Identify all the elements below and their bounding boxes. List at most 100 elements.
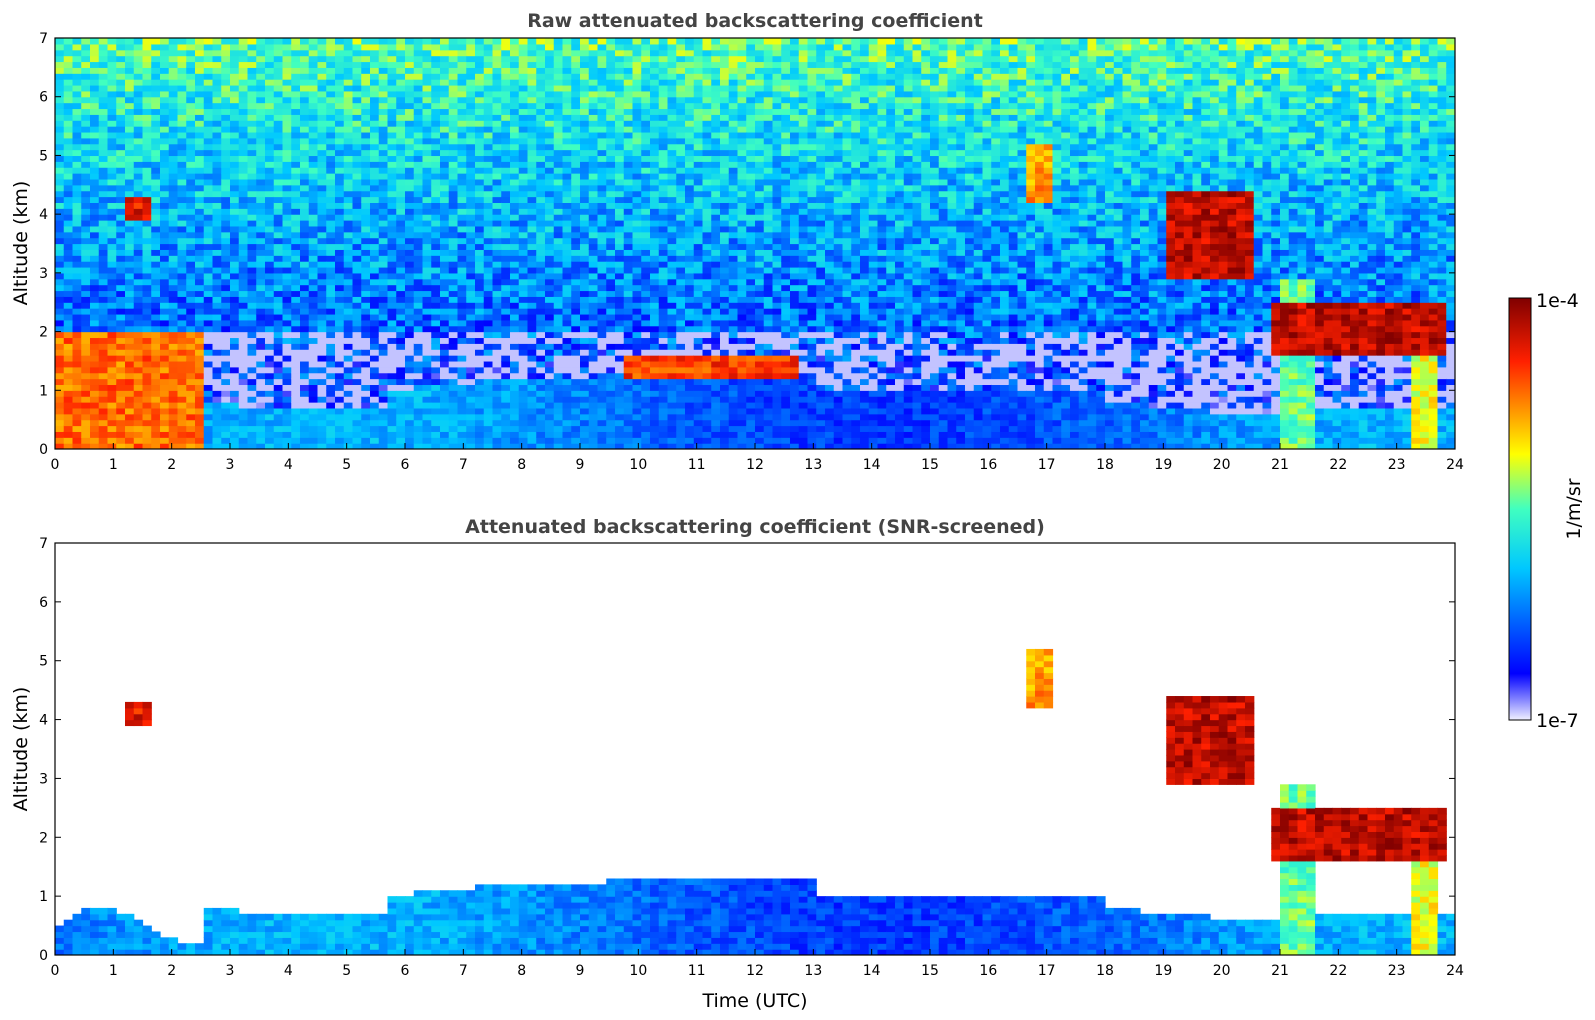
raw-heatmap-cell	[282, 302, 292, 309]
raw-heatmap-cell	[343, 102, 354, 110]
raw-heatmap-cell	[168, 302, 179, 309]
raw-heatmap-cell	[195, 319, 205, 327]
raw-heatmap-cell	[335, 49, 345, 57]
raw-heatmap-cell	[256, 196, 266, 203]
raw-heatmap-cell	[212, 384, 222, 391]
raw-heatmap-cell	[168, 384, 179, 391]
raw-heatmap-cell	[650, 84, 660, 92]
raw-heatmap-cell	[98, 143, 109, 151]
raw-heatmap-cell	[431, 360, 441, 368]
raw-heatmap-cell	[483, 38, 494, 45]
raw-heatmap-cell	[597, 231, 607, 239]
raw-heatmap-cell	[291, 308, 301, 315]
raw-heatmap-cell	[588, 255, 599, 262]
raw-heatmap-cell	[335, 319, 345, 327]
raw-heatmap-cell	[230, 79, 240, 86]
raw-heatmap-cell	[518, 184, 529, 192]
raw-heatmap-cell	[632, 114, 642, 121]
raw-heatmap-cell	[501, 425, 511, 432]
raw-heatmap-cell	[195, 173, 205, 180]
raw-heatmap-cell	[317, 55, 327, 63]
raw-heatmap-cell	[536, 173, 546, 180]
raw-heatmap-cell	[90, 149, 100, 157]
raw-heatmap-cell	[641, 402, 651, 409]
raw-heatmap-cell	[238, 402, 249, 409]
raw-heatmap-cell	[361, 384, 371, 391]
raw-heatmap-cell	[483, 266, 494, 274]
raw-heatmap-cell	[667, 319, 677, 327]
raw-heatmap-cell	[125, 102, 135, 110]
raw-heatmap-cell	[107, 249, 117, 256]
raw-heatmap-cell	[527, 231, 537, 239]
raw-heatmap-cell	[475, 419, 485, 427]
raw-heatmap-cell	[501, 114, 511, 121]
raw-heatmap-cell	[667, 202, 677, 209]
raw-heatmap-cell	[326, 90, 336, 98]
raw-heatmap-cell	[422, 325, 432, 333]
raw-heatmap-cell	[580, 290, 590, 297]
raw-heatmap-cell	[553, 396, 564, 403]
raw-heatmap-cell	[597, 49, 607, 57]
raw-heatmap-cell	[396, 202, 406, 209]
raw-heatmap-cell	[168, 402, 179, 409]
raw-heatmap-cell	[81, 126, 91, 133]
raw-heatmap-cell	[326, 272, 336, 280]
raw-heatmap-cell	[440, 278, 450, 286]
raw-heatmap-cell	[545, 331, 555, 339]
raw-heatmap-cell	[326, 114, 336, 121]
raw-heatmap-cell	[230, 343, 240, 350]
raw-heatmap-cell	[440, 296, 450, 303]
raw-heatmap-cell	[317, 437, 327, 444]
raw-heatmap-cell	[300, 355, 310, 362]
raw-heatmap-cell	[518, 49, 529, 57]
raw-heatmap-cell	[606, 437, 616, 444]
raw-heatmap-cell	[326, 126, 336, 133]
raw-heatmap-cell	[571, 237, 581, 245]
raw-heatmap-cell	[396, 272, 406, 280]
raw-heatmap-cell	[457, 178, 467, 186]
raw-heatmap-cell	[326, 143, 336, 151]
raw-heatmap-cell	[667, 337, 677, 344]
raw-heatmap-cell	[475, 96, 485, 104]
raw-heatmap-cell	[448, 290, 459, 297]
raw-heatmap-cell	[387, 73, 397, 80]
raw-heatmap-cell	[632, 407, 642, 415]
raw-heatmap-cell	[256, 108, 266, 115]
raw-heatmap-cell	[466, 284, 476, 292]
raw-heatmap-cell	[641, 178, 651, 186]
raw-heatmap-cell	[72, 43, 82, 51]
raw-heatmap-cell	[588, 319, 599, 327]
raw-heatmap-cell	[571, 67, 581, 74]
raw-heatmap-cell	[492, 155, 502, 162]
raw-heatmap-cell	[273, 196, 284, 203]
raw-heatmap-cell	[125, 202, 135, 209]
raw-heatmap-cell	[588, 143, 599, 151]
raw-heatmap-cell	[440, 38, 450, 45]
raw-heatmap-cell	[588, 237, 599, 245]
raw-heatmap-cell	[440, 390, 450, 397]
raw-heatmap-cell	[265, 84, 275, 92]
raw-heatmap-cell	[282, 102, 292, 110]
raw-heatmap-cell	[291, 225, 301, 233]
raw-heatmap-cell	[168, 143, 179, 151]
raw-heatmap-cell	[221, 443, 231, 449]
raw-heatmap-cell	[510, 255, 520, 262]
raw-heatmap-cell	[186, 43, 196, 51]
raw-heatmap-cell	[317, 390, 327, 397]
raw-heatmap-cell	[343, 261, 354, 268]
raw-heatmap-cell	[282, 73, 292, 80]
raw-heatmap-cell	[203, 167, 214, 174]
raw-heatmap-cell	[510, 337, 520, 344]
raw-heatmap-cell	[177, 214, 187, 221]
raw-heatmap-cell	[545, 161, 555, 168]
raw-heatmap-cell	[632, 73, 642, 80]
raw-heatmap-cell	[55, 190, 65, 198]
raw-heatmap-cell	[343, 284, 354, 292]
raw-heatmap-cell	[256, 114, 266, 121]
raw-heatmap-cell	[247, 220, 257, 227]
raw-heatmap-cell	[440, 173, 450, 180]
raw-heatmap-cell	[667, 167, 677, 174]
raw-heatmap-cell	[518, 431, 529, 438]
raw-heatmap-cell	[562, 90, 572, 98]
raw-heatmap-cell	[440, 261, 450, 268]
